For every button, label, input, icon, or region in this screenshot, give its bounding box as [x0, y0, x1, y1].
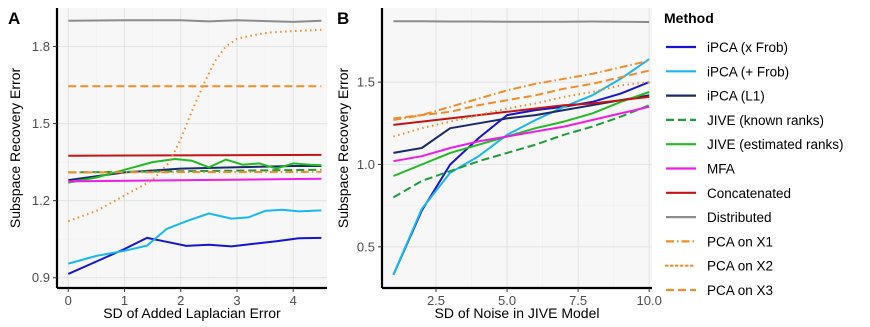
x-tick-label: 4 [290, 293, 297, 308]
series-line-concat [393, 95, 650, 126]
x-tick-label: 2.5 [427, 293, 445, 308]
series-line-ipca-xfrob [392, 81, 650, 276]
series-line-jive-known [392, 104, 650, 199]
panel-b-background [382, 8, 652, 288]
panel-a-ticks: 0 1 2 3 4 0.9 1.2 1.5 1.8 [32, 39, 297, 308]
panel-b: 2.5 5.0 7.5 10.0 0.5 1.0 1.5 B SD of Noise in … [335, 8, 662, 321]
series-line-pca-x2 [67, 28, 322, 223]
y-tick-label: 1.0 [357, 157, 375, 172]
legend-label-jive-known: JIVE (known ranks) [707, 113, 824, 128]
panel-a-grid [57, 8, 327, 288]
legend-label-distributed: Distributed [707, 210, 772, 225]
legend: Method iPCA (x Frob) iPCA (+ Frob) iPCA (L… [664, 10, 844, 298]
panel-a-series [67, 19, 322, 275]
series-line-pca-x1 [68, 170, 322, 174]
y-tick-label: 1.8 [32, 39, 50, 54]
y-tick-label: 1.5 [32, 116, 50, 131]
series-line-pca-x3 [393, 69, 650, 120]
legend-label-ipca-l1: iPCA (L1) [707, 89, 765, 104]
legend-title: Method [664, 10, 714, 26]
x-tick-label: 5.0 [498, 293, 516, 308]
x-tick-label: 7.5 [569, 293, 587, 308]
x-tick-label: 0 [65, 293, 72, 308]
y-tick-label: 1.2 [32, 193, 50, 208]
panel-b-y-axis-title: Subspace Recovery Error [335, 68, 351, 229]
panel-a-x-axis-title: SD of Added Laplacian Error [103, 305, 281, 321]
legend-label-jive-est: JIVE (estimated ranks) [707, 137, 844, 152]
series-line-ipca-pfrob [68, 208, 322, 265]
legend-label-ipca-pfrob: iPCA (+ Frob) [707, 64, 789, 79]
legend-items: iPCA (x Frob) iPCA (+ Frob) iPCA (L1) JIVE … [664, 40, 844, 298]
series-line-jive-est [393, 91, 650, 177]
panel-b-series [392, 20, 650, 276]
legend-label-pca-x2: PCA on X2 [707, 259, 773, 274]
legend-label-concat: Concatenated [707, 186, 791, 201]
series-line-concat [68, 153, 322, 157]
panel-b-ticks: 2.5 5.0 7.5 10.0 0.5 1.0 1.5 [357, 75, 662, 308]
panel-b-tag: B [337, 9, 349, 28]
y-tick-label: 1.5 [357, 75, 375, 90]
series-line-jive-est [68, 158, 322, 184]
panel-b-grid [382, 8, 652, 288]
panel-a: 0 1 2 3 4 0.9 1.2 1.5 1.8 A SD of Added Laplacia… [7, 8, 327, 321]
y-tick-label: 0.5 [357, 239, 375, 254]
series-line-ipca-pfrob [392, 58, 650, 276]
x-tick-label: 3 [233, 293, 240, 308]
x-tick-label: 1 [121, 293, 128, 308]
series-line-distributed [393, 20, 650, 23]
legend-label-pca-x3: PCA on X3 [707, 283, 773, 298]
panel-a-y-axis-title: Subspace Recovery Error [7, 68, 23, 229]
series-line-distributed [68, 19, 322, 23]
x-tick-label: 10.0 [637, 293, 662, 308]
legend-label-ipca-xfrob: iPCA (x Frob) [707, 40, 788, 55]
y-tick-label: 0.9 [32, 270, 50, 285]
legend-label-pca-x1: PCA on X1 [707, 234, 773, 249]
series-line-pca-x1 [393, 59, 650, 121]
x-tick-label: 2 [177, 293, 184, 308]
series-line-mfa [393, 105, 650, 163]
panel-a-tag: A [8, 9, 20, 28]
legend-label-mfa: MFA [707, 162, 735, 177]
series-line-mfa [68, 177, 322, 183]
panel-b-x-axis-title: SD of Noise in JIVE Model [435, 305, 600, 321]
